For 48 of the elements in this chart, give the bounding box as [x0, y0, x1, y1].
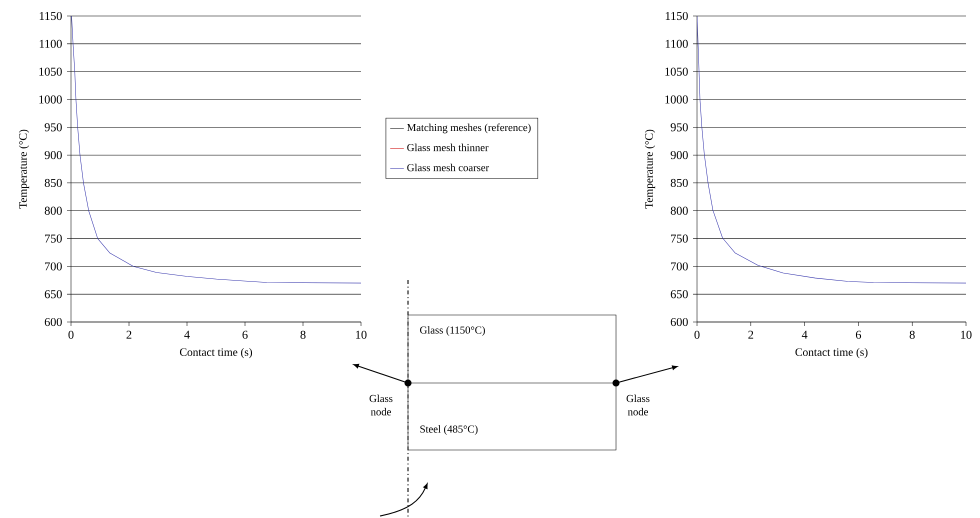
x-tick-label: 8 [300, 330, 306, 339]
y-tick-label: 1050 [665, 68, 688, 76]
y-tick-label: 750 [671, 234, 688, 243]
y-tick-label: 650 [670, 290, 688, 298]
y-tick-label: 750 [45, 234, 62, 243]
y-tick-label: 900 [44, 151, 62, 160]
y-tick-label: 850 [44, 178, 62, 187]
y-tick-label: 700 [45, 262, 62, 270]
legend-label: Matching meshes (reference) [407, 124, 531, 134]
x-tick-label: 4 [802, 330, 808, 339]
y-tick-label: 1000 [39, 95, 62, 104]
y-tick-label: 1000 [665, 95, 688, 104]
y-tick-label: 600 [670, 318, 688, 326]
y-tick-label: 800 [44, 206, 62, 215]
y-tick-label: 900 [670, 151, 688, 160]
y-tick-label: 800 [670, 206, 688, 215]
text: Glass (1150°C) [420, 326, 485, 336]
legend-label: Glass mesh coarser [407, 164, 490, 172]
x-tick-label: 6 [242, 330, 248, 339]
x-tick-label: 0 [68, 330, 74, 339]
x-tick-label: 2 [126, 330, 132, 339]
y-tick-label: 700 [671, 262, 688, 270]
x-tick-label: 8 [910, 330, 915, 339]
text: Glass node [370, 394, 392, 416]
y-tick-label: 1100 [666, 40, 688, 48]
x-axis-title: Contact time (s) [795, 348, 868, 358]
y-tick-label: 600 [44, 318, 62, 326]
y-tick-label: 650 [44, 290, 62, 298]
y-tick-label: 1150 [666, 12, 688, 20]
x-tick-label: 10 [356, 330, 367, 339]
y-tick-label: 850 [670, 178, 688, 187]
text: Steel (485°C) [420, 425, 478, 435]
y-tick-label: 950 [670, 123, 688, 132]
x-tick-label: 2 [748, 330, 754, 339]
y-axis-title: Temperature (°C) [644, 130, 656, 209]
x-tick-label: 0 [694, 330, 700, 339]
x-tick-label: 4 [184, 330, 190, 339]
x-tick-label: 10 [961, 330, 972, 339]
legend-label: Glass mesh thinner [407, 144, 488, 152]
x-axis-title: Contact time (s) [180, 348, 252, 358]
y-axis-title: Temperature (°C) [18, 130, 30, 209]
y-tick-label: 1100 [40, 40, 62, 48]
y-tick-label: 1150 [40, 12, 62, 20]
x-tick-label: 6 [856, 330, 862, 339]
line-series [71, 16, 362, 284]
y-tick-label: 1050 [39, 68, 62, 76]
text: Glass node [626, 394, 650, 416]
y-tick-label: 950 [44, 123, 62, 132]
